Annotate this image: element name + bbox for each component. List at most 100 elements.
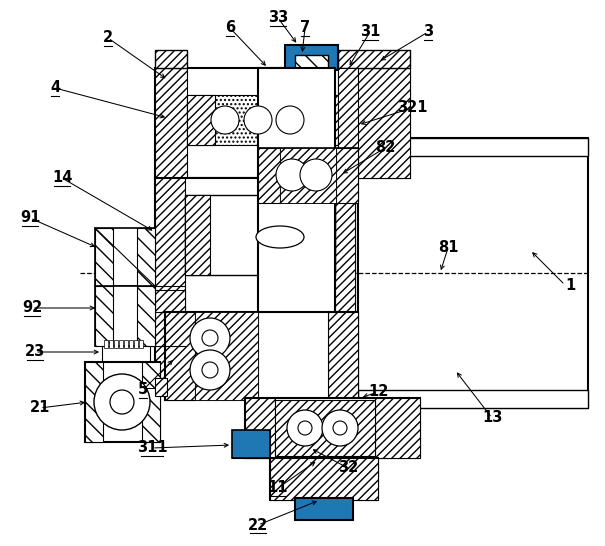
Bar [137, 228, 155, 286]
Circle shape [276, 106, 304, 134]
Bar [95, 286, 155, 346]
Bar [310, 95, 338, 145]
Bar [336, 148, 358, 203]
Text: 4: 4 [50, 80, 60, 96]
Bar [358, 138, 588, 156]
Bar [328, 312, 358, 400]
Bar [155, 178, 185, 378]
Bar [275, 400, 375, 456]
Bar [139, 340, 143, 348]
Bar [155, 68, 410, 178]
Text: 1: 1 [565, 277, 575, 293]
Bar [119, 340, 123, 348]
Circle shape [110, 390, 134, 414]
Bar [375, 398, 420, 458]
Bar [195, 312, 258, 400]
Text: 91: 91 [20, 211, 40, 225]
Bar [285, 45, 338, 70]
Text: 321: 321 [397, 100, 427, 116]
Bar [270, 458, 378, 500]
Ellipse shape [256, 226, 304, 248]
Bar [335, 178, 355, 378]
Bar [155, 178, 355, 378]
Circle shape [94, 374, 150, 430]
Text: 12: 12 [368, 384, 388, 400]
Bar [338, 68, 358, 178]
Bar [258, 312, 328, 400]
Bar [338, 50, 410, 68]
Bar [232, 430, 270, 458]
Text: 11: 11 [268, 480, 288, 496]
Text: 21: 21 [30, 401, 50, 416]
Bar [155, 290, 185, 312]
Bar [134, 340, 138, 348]
Bar [109, 340, 113, 348]
Bar [245, 398, 420, 458]
Bar [185, 195, 335, 275]
Text: 32: 32 [338, 460, 358, 476]
Circle shape [298, 421, 312, 435]
Circle shape [211, 106, 239, 134]
Circle shape [322, 410, 358, 446]
Bar [358, 390, 588, 408]
Circle shape [287, 410, 323, 446]
Text: 14: 14 [52, 170, 72, 186]
Bar [310, 195, 335, 275]
Bar [258, 148, 358, 203]
Bar [155, 378, 167, 396]
Text: 31: 31 [360, 25, 380, 39]
Bar [285, 45, 338, 70]
Text: 6: 6 [225, 21, 235, 35]
Bar [95, 228, 113, 286]
Bar [137, 286, 155, 346]
Bar [85, 362, 103, 442]
Bar [142, 362, 160, 442]
Circle shape [202, 362, 218, 378]
Circle shape [333, 421, 347, 435]
Bar [258, 148, 280, 203]
Bar [114, 340, 118, 348]
Bar [295, 55, 328, 70]
Bar [358, 138, 588, 408]
Circle shape [190, 318, 230, 358]
Text: 7: 7 [300, 21, 310, 35]
Bar [165, 312, 195, 400]
Text: 33: 33 [268, 10, 288, 26]
Bar [165, 312, 358, 400]
Bar [338, 68, 410, 178]
Text: 311: 311 [137, 441, 168, 455]
Text: 81: 81 [438, 240, 458, 256]
Bar [258, 68, 335, 428]
Bar [245, 398, 275, 458]
Text: 5: 5 [138, 383, 148, 397]
Bar [295, 498, 353, 520]
Bar [280, 148, 336, 203]
Text: 92: 92 [22, 300, 42, 316]
Bar [232, 430, 270, 458]
Text: 82: 82 [375, 140, 395, 156]
Bar [102, 346, 150, 364]
Text: 23: 23 [25, 345, 45, 359]
Circle shape [244, 106, 272, 134]
Circle shape [300, 159, 332, 191]
Bar [270, 458, 378, 500]
Circle shape [276, 159, 308, 191]
Circle shape [190, 350, 230, 390]
Text: 2: 2 [103, 31, 113, 45]
Circle shape [202, 330, 218, 346]
Bar [155, 50, 187, 68]
Bar [155, 68, 187, 178]
Bar [295, 498, 353, 520]
Bar [95, 286, 113, 346]
Bar [187, 95, 215, 145]
Text: 22: 22 [248, 518, 268, 532]
Bar [185, 195, 210, 275]
Bar [129, 340, 133, 348]
Bar [187, 95, 338, 145]
Bar [124, 340, 128, 348]
Bar [95, 228, 155, 286]
Bar [104, 340, 108, 348]
Text: 13: 13 [482, 411, 502, 425]
Bar [85, 362, 160, 442]
Text: 3: 3 [423, 25, 433, 39]
